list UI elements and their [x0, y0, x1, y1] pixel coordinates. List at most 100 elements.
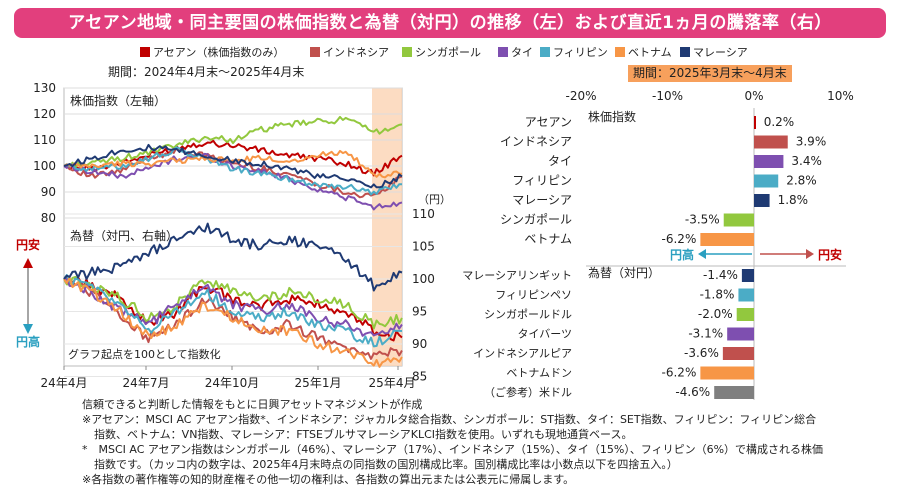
legend-label: マレーシア [693, 46, 748, 59]
bar-category-label: シンガポールドル [484, 308, 572, 321]
y2-tick-label: 105 [412, 240, 435, 254]
series-line [63, 274, 403, 348]
bar-category-label: マレーシアリンギット [462, 269, 572, 282]
x-tick-label: -20% [565, 89, 596, 103]
note-line: ※アセアン：MSCI AC アセアン指数*、インドネシア：ジャカルタ総合指数、シ… [82, 413, 817, 426]
y2-tick-label: 90 [412, 337, 427, 351]
bar [754, 116, 756, 129]
legend-item: マレーシア [680, 44, 748, 60]
fx-panel-title: 為替（対円、右軸） [70, 228, 178, 243]
legend-swatch [140, 47, 150, 57]
bar-value-label: 1.8% [778, 193, 809, 207]
yen-strong-arrowhead [698, 249, 706, 259]
legend-item: アセアン（株価指数のみ） [140, 44, 284, 60]
period-right: 期間：2025年3月末～4月末 [628, 65, 792, 82]
legend-swatch [615, 47, 625, 57]
bar [754, 194, 770, 207]
chart-title: アセアン地域・同主要国の株価指数と為替（対円）の推移（左）および直近1ヵ月の騰落… [14, 8, 886, 38]
y-tick-label: 90 [41, 185, 56, 199]
bar-category-label: インドネシア [500, 135, 572, 149]
bar-category-label: マレーシア [512, 193, 572, 207]
series-line [63, 275, 403, 330]
bar-category-label: ベトナム [524, 232, 572, 246]
series-line [63, 149, 403, 179]
legend-swatch [498, 47, 508, 57]
bar-value-label: -6.2% [662, 366, 697, 380]
note-line: 指数です。（カッコ内の数字は、2025年4月末時点の同指数の国別構成比率。国別構… [94, 458, 678, 471]
bar [754, 155, 784, 168]
legend-label: フィリピン [553, 46, 608, 59]
yen-arrow-down [23, 324, 33, 334]
y-tick-label: 100 [33, 159, 56, 173]
plot-frame [63, 87, 403, 367]
yen-arrow-up [23, 258, 33, 268]
period-left: 期間：2024年4月末～2025年4月末 [108, 65, 305, 79]
legend-label: ベトナム [628, 46, 672, 59]
bar-value-label: 3.9% [796, 135, 827, 149]
legend-label: シンガポール [415, 46, 481, 59]
series-line [63, 274, 403, 342]
bar [727, 327, 754, 341]
note-line: * MSCI AC アセアン指数はシンガポール（46%）、マレーシア（17%）、… [82, 443, 824, 456]
y2-tick-label: 85 [412, 370, 427, 384]
x-tick-label: 10% [827, 89, 854, 103]
series-line [63, 222, 403, 292]
bar [714, 386, 754, 399]
legend-item: ベトナム [615, 44, 672, 60]
y2-unit-label: （円） [418, 193, 451, 206]
bar-category-label: フィリピン [512, 174, 572, 188]
bar [738, 288, 754, 302]
legend-item: タイ [498, 44, 533, 60]
note-line: 指数、ベトナム：VN指数、マレーシア：FTSEブルサマレーシアKLCI指数を使用… [94, 428, 633, 441]
legend-label: インドネシア [323, 46, 389, 59]
series-line [63, 152, 403, 211]
bar [723, 213, 754, 227]
bar-value-label: 3.4% [791, 154, 822, 168]
bar-category-label: （ご参考）米ドル [484, 385, 572, 399]
bar-category-label: アセアン [525, 115, 572, 129]
y2-tick-label: 110 [412, 207, 435, 221]
x-tick-label: 25年4月 [369, 376, 416, 390]
y2-tick-label: 95 [412, 305, 427, 319]
stock-bar-title: 株価指数 [588, 109, 636, 124]
bar-category-label: タイバーツ [517, 328, 572, 341]
legend-label: タイ [511, 46, 533, 59]
series-line [63, 276, 403, 368]
legend-swatch [310, 47, 320, 57]
bar [754, 174, 779, 188]
bar-value-label: 2.8% [786, 174, 817, 188]
bar [700, 366, 754, 380]
series-line [64, 115, 403, 169]
note-line: 信頼できると判断した情報をもとに日興アセットマネジメントが作成 [82, 398, 423, 411]
yen-weak-arrowhead [806, 249, 814, 259]
bar-value-label: -3.5% [685, 213, 720, 227]
bar [754, 135, 788, 149]
legend-swatch [680, 47, 690, 57]
bar-value-label: -1.4% [703, 268, 738, 282]
x-tick-label: 25年1月 [295, 376, 342, 390]
yen-strong-label: 円高 [16, 334, 40, 349]
series-line [63, 146, 402, 196]
yen-weak-label: 円安 [16, 237, 40, 252]
y2-tick-label: 100 [412, 272, 435, 286]
y-tick-label: 120 [33, 107, 56, 121]
y-tick-label: 80 [41, 211, 56, 225]
bar [736, 308, 754, 321]
y-tick-label: 110 [33, 133, 56, 147]
bar-value-label: -6.2% [662, 232, 697, 246]
x-tick-label: 24年4月 [41, 376, 88, 390]
legend-item: シンガポール [402, 44, 481, 60]
x-tick-label: 24年10月 [205, 376, 260, 390]
legend-swatch [402, 47, 412, 57]
stock-panel-title: 株価指数（左軸） [70, 93, 166, 108]
bar [700, 233, 754, 246]
fx-bar-title: 為替（対円） [588, 266, 660, 280]
legend-label: アセアン（株価指数のみ） [153, 46, 285, 59]
bar-value-label: -2.0% [698, 307, 733, 321]
bar-value-label: -3.1% [688, 327, 723, 341]
bar-value-label: -4.6% [675, 385, 710, 399]
yen-weak-bar-label: 円安 [818, 247, 842, 262]
bar [722, 347, 754, 360]
x-tick-label: -10% [652, 89, 683, 103]
